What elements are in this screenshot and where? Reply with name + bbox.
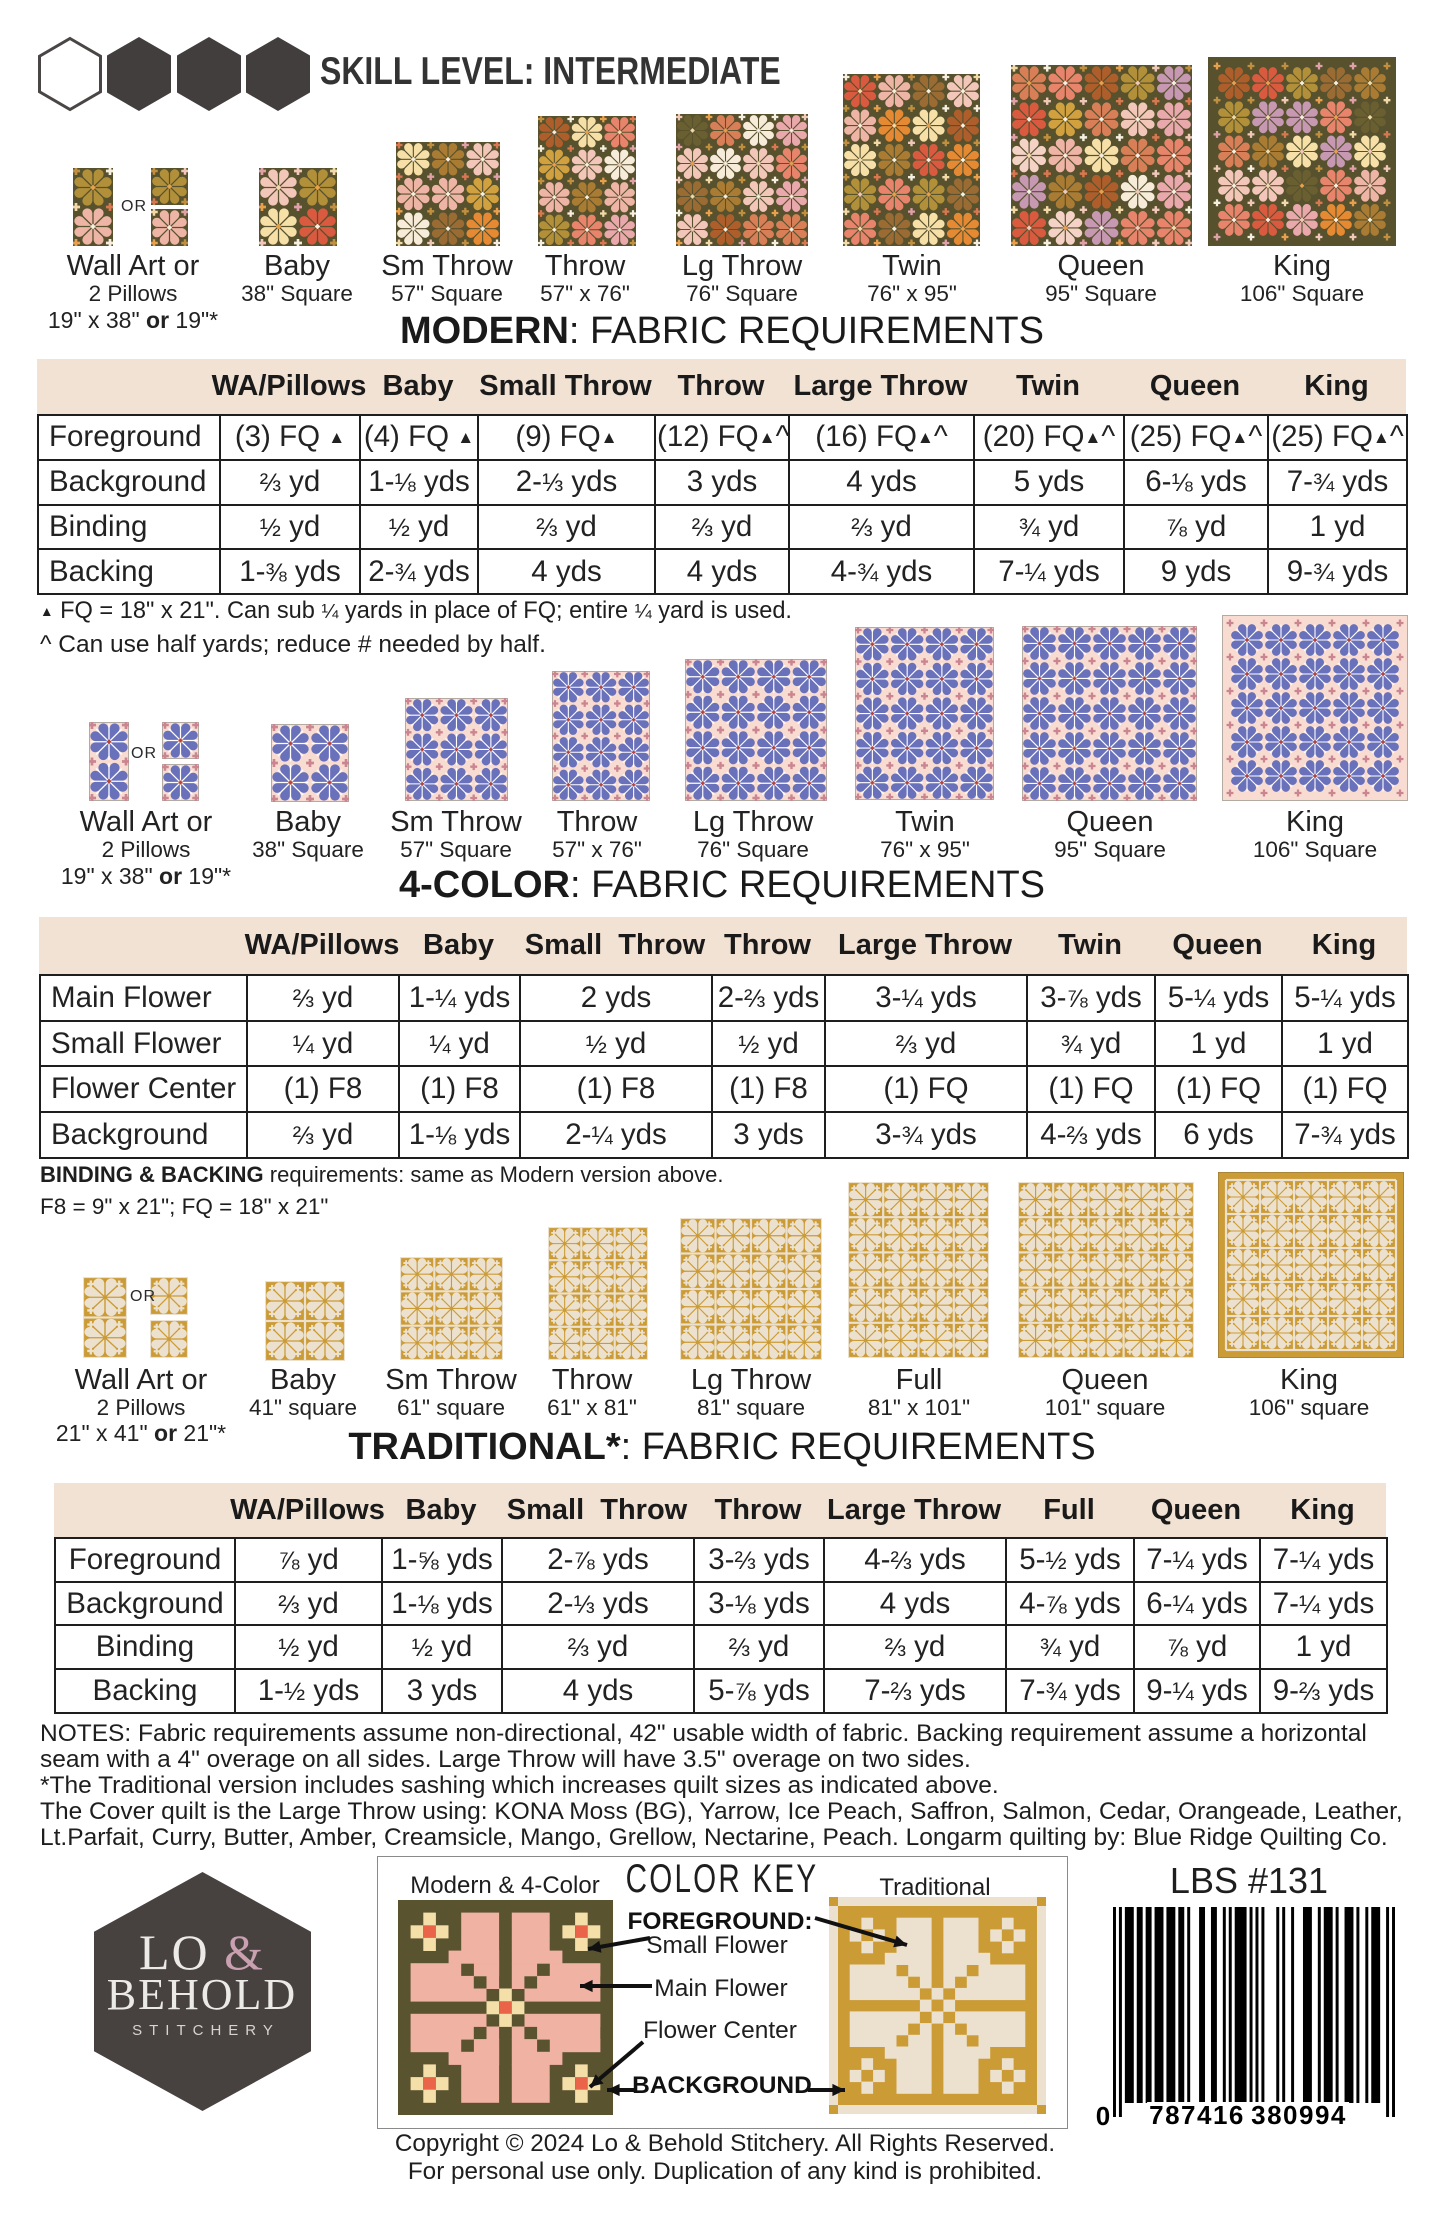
svg-text:BEHOLD: BEHOLD bbox=[107, 1970, 297, 2019]
svg-text:LO &: LO & bbox=[139, 1924, 265, 1980]
svg-text:STITCHERY: STITCHERY bbox=[132, 2022, 280, 2039]
